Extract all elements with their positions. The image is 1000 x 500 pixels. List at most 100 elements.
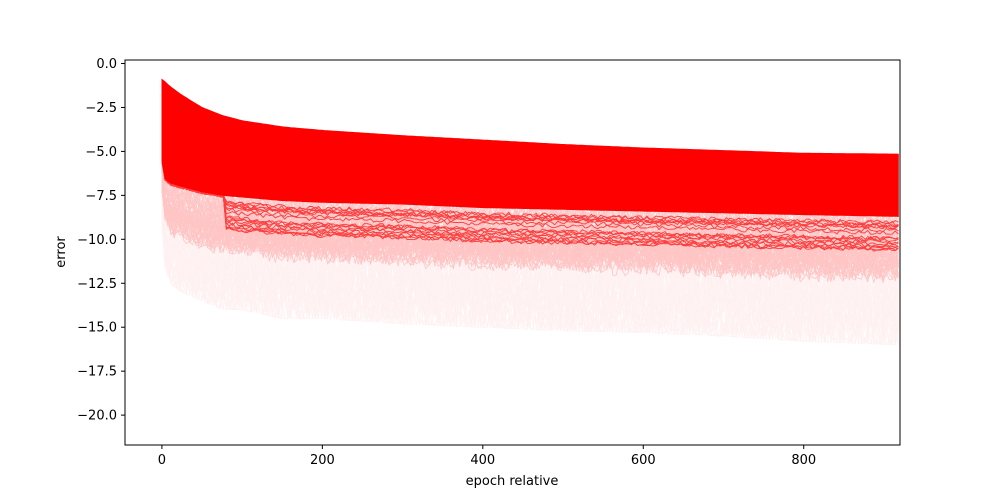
series-line xyxy=(161,180,899,307)
series-line xyxy=(161,160,899,235)
series-line xyxy=(161,180,899,277)
series-line xyxy=(161,184,899,317)
series-line xyxy=(161,183,899,265)
series-line xyxy=(161,161,899,225)
y-tick-label: 0.0 xyxy=(96,57,117,72)
series-line xyxy=(161,209,899,346)
series-line xyxy=(161,180,899,266)
series-line xyxy=(161,162,899,233)
series-line xyxy=(161,195,899,305)
series-line xyxy=(161,159,899,242)
series-line xyxy=(161,172,899,243)
series-line xyxy=(161,209,899,345)
series-line xyxy=(161,196,899,322)
series-line xyxy=(161,185,899,272)
series-line xyxy=(161,159,899,228)
series-line xyxy=(161,158,899,230)
series-line xyxy=(161,205,899,336)
y-tick-label: −15.0 xyxy=(77,321,117,336)
series-line xyxy=(161,180,899,279)
series-line xyxy=(161,186,899,278)
series-line xyxy=(161,184,899,269)
series-line xyxy=(161,168,899,286)
series-near-band xyxy=(161,158,899,252)
y-tick-label: −10.0 xyxy=(77,233,117,248)
series-line xyxy=(161,179,899,270)
series-line xyxy=(161,205,899,323)
series-line xyxy=(161,159,899,252)
series-line xyxy=(161,175,899,281)
series-dense-band xyxy=(161,78,899,217)
series-line xyxy=(161,160,899,246)
series-line xyxy=(161,190,899,316)
series-line xyxy=(161,187,899,329)
y-tick-label: −5.0 xyxy=(85,145,117,160)
series-line xyxy=(161,178,899,288)
x-tick-label: 0 xyxy=(158,453,166,468)
series-line xyxy=(161,219,899,346)
x-axis-label: epoch relative xyxy=(466,474,559,489)
series-line xyxy=(161,175,899,306)
series-line xyxy=(161,212,899,334)
y-axis: 0.0 −2.5 −5.0 −7.5 −10.0 −12.5 −15.0 −17.5 −20.0 xyxy=(77,57,125,424)
series-line xyxy=(161,182,899,282)
y-axis-label: error xyxy=(54,236,69,268)
series-line xyxy=(161,159,899,226)
series-line xyxy=(161,161,899,241)
series-line xyxy=(161,194,899,331)
x-tick-label: 800 xyxy=(791,453,816,468)
series-line xyxy=(161,194,899,309)
series-line xyxy=(161,190,899,314)
series-line xyxy=(161,189,899,285)
x-tick-label: 400 xyxy=(470,453,495,468)
series-line xyxy=(161,176,899,268)
series-line xyxy=(161,210,899,345)
series-line xyxy=(161,218,899,340)
series-line xyxy=(161,221,899,346)
series-line xyxy=(161,188,899,305)
series-line xyxy=(161,190,899,280)
series-line xyxy=(161,205,899,342)
y-tick-label: −7.5 xyxy=(85,189,117,204)
plot-area xyxy=(161,78,899,346)
series-line xyxy=(161,180,899,319)
series-line xyxy=(161,181,899,281)
series-line xyxy=(161,215,899,342)
series-line xyxy=(161,186,899,275)
series-line xyxy=(161,220,899,345)
series-line xyxy=(161,184,899,280)
series-line xyxy=(161,176,899,280)
series-line xyxy=(161,203,899,345)
series-line xyxy=(161,172,899,258)
series-line xyxy=(161,190,899,285)
series-line xyxy=(161,160,899,251)
series-line xyxy=(161,183,899,283)
series-line xyxy=(161,210,899,346)
x-tick-label: 200 xyxy=(310,453,335,468)
series-line xyxy=(161,192,899,294)
series-line xyxy=(161,176,899,289)
series-line xyxy=(161,190,899,283)
y-tick-label: −20.0 xyxy=(77,409,117,424)
y-tick-label: −17.5 xyxy=(77,365,117,380)
series-line xyxy=(161,199,899,345)
series-line xyxy=(161,212,899,329)
series-line xyxy=(161,190,899,294)
series-line xyxy=(161,179,899,263)
series-line xyxy=(161,210,899,337)
series-line xyxy=(161,180,899,272)
series-line xyxy=(161,189,899,279)
series-line xyxy=(161,187,899,331)
series-line xyxy=(161,213,899,327)
series-line xyxy=(161,221,899,345)
series-line xyxy=(161,181,899,317)
plot-frame xyxy=(124,59,901,446)
series-line xyxy=(161,159,899,249)
y-tick-label: −2.5 xyxy=(85,101,117,116)
series-line xyxy=(161,184,899,282)
series-line xyxy=(161,176,899,272)
x-tick-label: 600 xyxy=(631,453,656,468)
series-line xyxy=(161,221,899,346)
y-tick-label: −12.5 xyxy=(77,277,117,292)
